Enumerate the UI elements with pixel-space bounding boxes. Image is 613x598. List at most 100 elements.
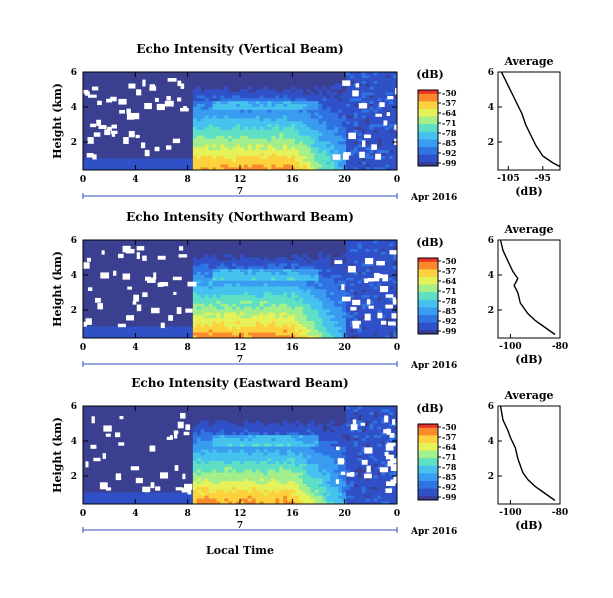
heatmap-cell <box>275 323 280 327</box>
inset-title: Average <box>503 223 553 236</box>
heatmap-cell <box>200 146 205 151</box>
heatmap-cell <box>240 132 245 136</box>
heatmap-cell <box>334 429 339 433</box>
heatmap-cell <box>240 431 245 436</box>
heatmap-cell <box>247 306 253 310</box>
heatmap-cell <box>224 452 229 456</box>
colorbar-segment <box>418 107 438 110</box>
heatmap-cell <box>263 449 268 453</box>
heatmap-cell <box>357 309 362 313</box>
heatmap-cell <box>345 132 351 136</box>
heatmap-cell <box>291 489 296 493</box>
heatmap-cell <box>220 135 225 139</box>
heatmap-cell <box>385 161 390 165</box>
heatmap-cell <box>204 118 209 122</box>
heatmap-cell <box>338 303 343 307</box>
heatmap-cell <box>200 263 205 267</box>
heatmap-cell <box>357 144 362 148</box>
heatmap-cell <box>326 109 331 113</box>
heatmap-cell <box>310 495 315 499</box>
heatmap-cell <box>330 320 335 324</box>
heatmap-cell <box>302 268 308 273</box>
heatmap-cell <box>314 332 319 336</box>
heatmap-cell <box>271 297 276 301</box>
heatmap-cell <box>196 492 202 496</box>
heatmap-cell <box>251 260 256 264</box>
colorbar-segment <box>418 148 438 152</box>
heatmap-cell <box>271 277 276 281</box>
heatmap-cell <box>365 455 370 459</box>
heatmap-cell <box>236 158 241 162</box>
heatmap-cell <box>302 289 308 293</box>
heatmap-cell <box>302 106 308 110</box>
heatmap-cell <box>385 89 390 93</box>
heatmap-cell <box>330 314 335 319</box>
heatmap-cell <box>263 167 268 171</box>
colorbar-segment <box>418 320 438 323</box>
heatmap-cell <box>220 498 225 502</box>
heatmap-cell <box>326 265 331 270</box>
heatmap-cell <box>318 291 323 296</box>
heatmap-cell <box>216 106 221 110</box>
heatmap-cell <box>326 283 331 287</box>
heatmap-cell <box>283 95 288 99</box>
heatmap-cell <box>345 118 351 122</box>
heatmap-cell <box>314 280 319 284</box>
heatmap-cell <box>228 161 233 165</box>
heatmap-cell <box>279 95 284 99</box>
heatmap-cell <box>255 335 260 339</box>
heatmap-cell <box>306 297 311 301</box>
heatmap-cell <box>381 146 386 151</box>
heatmap-cell <box>283 437 288 441</box>
heatmap-cell <box>102 161 107 165</box>
colorbar-segment <box>418 129 438 133</box>
heatmap-cell <box>196 431 202 436</box>
heatmap-cell <box>271 126 276 130</box>
heatmap-cell <box>353 146 359 151</box>
heatmap-cell <box>283 112 288 116</box>
heatmap-cell <box>298 152 304 156</box>
heatmap-cell <box>275 109 280 113</box>
colorbar-segment <box>418 318 438 322</box>
heatmap-cell <box>220 112 225 116</box>
heatmap-cell <box>377 294 382 298</box>
heatmap-cell <box>224 498 229 502</box>
heatmap-cell <box>373 300 378 304</box>
heatmap-cell <box>357 411 362 415</box>
heatmap-cell <box>291 314 296 319</box>
heatmap-cell <box>298 320 304 324</box>
heatmap-cell <box>243 303 249 307</box>
heatmap-cell <box>373 86 378 90</box>
heatmap-cell <box>196 446 202 450</box>
heatmap-cell <box>287 498 292 502</box>
heatmap-cell <box>349 289 355 293</box>
heatmap-cell <box>306 265 311 270</box>
heatmap-cell <box>279 164 284 168</box>
heatmap-cell <box>279 112 284 116</box>
heatmap-cell <box>318 277 323 281</box>
heatmap-cell <box>334 443 339 447</box>
heatmap-cell <box>196 286 202 290</box>
heatmap-cell <box>291 138 296 142</box>
heatmap-cell <box>232 112 237 116</box>
heatmap-cell <box>153 498 158 502</box>
heatmap-cell <box>342 309 347 313</box>
heatmap-cell <box>318 317 323 322</box>
heatmap-cell <box>267 457 272 462</box>
heatmap-cell <box>349 478 355 482</box>
missing-data-cell <box>133 294 139 302</box>
heatmap-cell <box>271 100 276 105</box>
heatmap-cell <box>306 472 311 476</box>
heatmap-cell <box>373 245 378 249</box>
heatmap-cell <box>314 268 319 273</box>
heatmap-cell <box>294 466 300 470</box>
inset-y-tick-label: 2 <box>488 138 494 148</box>
heatmap-cell <box>369 80 374 84</box>
heatmap-cell <box>361 489 366 493</box>
heatmap-cell <box>236 294 241 298</box>
heatmap-cell <box>334 440 339 444</box>
heatmap-cell <box>275 480 280 485</box>
heatmap-cell <box>247 149 253 154</box>
heatmap-cell <box>310 431 315 436</box>
heatmap-cell <box>243 320 249 324</box>
